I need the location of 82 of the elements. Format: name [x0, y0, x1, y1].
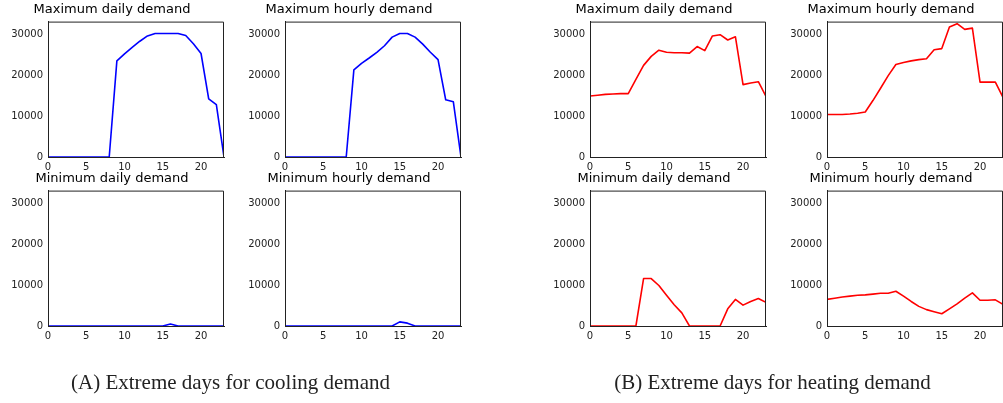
x-tick-label: 0 — [281, 160, 289, 172]
x-tick-label: 10 — [897, 160, 910, 172]
y-tick-label: 20000 — [553, 237, 585, 249]
x-tick-label: 0 — [586, 329, 594, 341]
text: (A) Extreme days for cooling demand — [70, 370, 391, 395]
x-tick-label: 5 — [320, 160, 327, 172]
y-tick-label: 30000 — [553, 27, 585, 39]
x-tick-label: 15 — [698, 329, 712, 341]
x-tick-label: 20 — [194, 160, 208, 172]
x-tick-label: 0 — [281, 329, 289, 341]
x-tick-label: 20 — [736, 160, 750, 172]
y-tick-label: 30000 — [11, 27, 43, 39]
x-tick-label: 20 — [973, 160, 987, 172]
y-tick-label: 10000 — [11, 109, 43, 121]
y-tick-label: 20000 — [553, 68, 585, 80]
chart-title: Minimum daily demand — [577, 170, 731, 186]
y-tick-label: 10000 — [790, 278, 822, 290]
x-tick-label: 5 — [862, 160, 869, 172]
y-tick-label: 20000 — [790, 68, 822, 80]
x-tick-label: 5 — [862, 329, 869, 341]
y-tick-label: 10000 — [248, 278, 280, 290]
y-tick-label: 30000 — [11, 196, 43, 208]
x-tick-label: 10 — [897, 329, 910, 341]
x-tick-label: 10 — [355, 329, 368, 341]
text: (B) Extreme days for heating demand — [613, 370, 932, 395]
chart-title: Maximum hourly demand — [807, 1, 975, 17]
x-tick-label: 15 — [935, 329, 949, 341]
x-tick-label: 0 — [44, 329, 52, 341]
y-tick-label: 20000 — [11, 68, 43, 80]
y-tick-label: 0 — [273, 319, 280, 331]
y-tick-label: 20000 — [790, 237, 822, 249]
chart-title: Maximum daily demand — [33, 1, 191, 17]
x-tick-label: 20 — [973, 329, 987, 341]
x-tick-label: 5 — [625, 329, 632, 341]
x-tick-label: 10 — [660, 160, 673, 172]
y-tick-label: 0 — [815, 150, 822, 162]
y-tick-label: 0 — [36, 319, 43, 331]
x-tick-label: 0 — [586, 160, 594, 172]
x-tick-label: 5 — [625, 160, 632, 172]
y-tick-label: 30000 — [790, 27, 822, 39]
x-tick-label: 15 — [393, 160, 407, 172]
y-tick-label: 10000 — [553, 278, 585, 290]
y-tick-label: 0 — [578, 319, 585, 331]
x-tick-label: 0 — [44, 160, 52, 172]
chart-title: Minimum hourly demand — [267, 170, 431, 186]
x-tick-label: 10 — [660, 329, 673, 341]
chart-title: Minimum hourly demand — [809, 170, 973, 186]
x-tick-label: 5 — [83, 160, 90, 172]
x-tick-label: 0 — [823, 160, 831, 172]
x-tick-label: 20 — [431, 160, 445, 172]
x-tick-label: 15 — [935, 160, 949, 172]
y-tick-label: 10000 — [553, 109, 585, 121]
x-tick-label: 15 — [156, 329, 170, 341]
x-tick-label: 15 — [156, 160, 170, 172]
x-tick-label: 5 — [83, 329, 90, 341]
y-tick-label: 20000 — [11, 237, 43, 249]
y-tick-label: 10000 — [790, 109, 822, 121]
x-tick-label: 10 — [118, 329, 131, 341]
y-tick-label: 30000 — [248, 196, 280, 208]
x-tick-label: 5 — [320, 329, 327, 341]
x-tick-label: 10 — [355, 160, 368, 172]
x-tick-label: 15 — [393, 329, 407, 341]
y-tick-label: 0 — [36, 150, 43, 162]
x-tick-label: 0 — [823, 329, 831, 341]
y-tick-label: 0 — [578, 150, 585, 162]
y-tick-label: 10000 — [11, 278, 43, 290]
x-tick-label: 10 — [118, 160, 131, 172]
y-tick-label: 20000 — [248, 68, 280, 80]
chart-title: Maximum hourly demand — [265, 1, 433, 17]
y-tick-label: 0 — [815, 319, 822, 331]
chart-title: Maximum daily demand — [575, 1, 733, 17]
y-tick-label: 30000 — [553, 196, 585, 208]
y-tick-label: 10000 — [248, 109, 280, 121]
y-tick-label: 30000 — [248, 27, 280, 39]
y-tick-label: 30000 — [790, 196, 822, 208]
y-tick-label: 0 — [273, 150, 280, 162]
x-tick-label: 15 — [698, 160, 712, 172]
x-tick-label: 20 — [736, 329, 750, 341]
x-tick-label: 20 — [194, 329, 208, 341]
chart-title: Minimum daily demand — [35, 170, 189, 186]
y-tick-label: 20000 — [248, 237, 280, 249]
x-tick-label: 20 — [431, 329, 445, 341]
